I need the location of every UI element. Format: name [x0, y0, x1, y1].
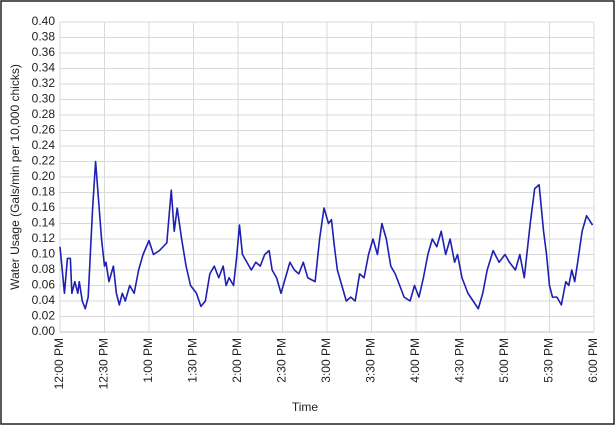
x-tick-label: 5:30 PM: [542, 338, 556, 383]
x-tick-label: 4:00 PM: [408, 338, 422, 383]
y-tick-label: 0.38: [32, 30, 56, 44]
x-tick-label: 4:30 PM: [453, 338, 467, 383]
y-tick-label: 0.16: [32, 200, 56, 214]
y-tick-label: 0.28: [32, 107, 56, 121]
x-axis-label: Time: [292, 400, 319, 414]
y-tick-label: 0.10: [32, 247, 56, 261]
y-tick-label: 0.40: [32, 14, 56, 28]
x-tick-label: 3:00 PM: [319, 338, 333, 383]
data-line: [59, 160, 594, 310]
y-tick-label: 0.22: [32, 154, 56, 168]
x-tick-label: 1:00 PM: [141, 338, 155, 383]
y-tick-label: 0.34: [32, 61, 56, 75]
x-tick-label: 2:30 PM: [275, 338, 289, 383]
y-tick-label: 0.32: [32, 76, 56, 90]
x-tick-label: 1:30 PM: [186, 338, 200, 383]
y-tick-label: 0.36: [32, 45, 56, 59]
y-tick-label: 0.12: [32, 231, 56, 245]
y-axis-label: Water Usage (Gals/min per 10,000 chicks): [8, 64, 22, 290]
x-tick-label: 12:00 PM: [52, 338, 66, 389]
y-tick-label: 0.06: [32, 278, 56, 292]
y-tick-label: 0.20: [32, 169, 56, 183]
y-tick-label: 0.08: [32, 262, 56, 276]
y-tick-label: 0.26: [32, 123, 56, 137]
x-tick-label: 2:00 PM: [230, 338, 244, 383]
y-tick-label: 0.02: [32, 309, 56, 323]
y-tick-label: 0.30: [32, 92, 56, 106]
x-tick-label: 12:30 PM: [97, 338, 111, 389]
x-tick-label: 5:00 PM: [497, 338, 511, 383]
y-tick-label: 0.04: [32, 293, 56, 307]
y-tick-label: 0.00: [32, 324, 56, 338]
y-tick-label: 0.24: [32, 138, 56, 152]
y-tick-label: 0.14: [32, 216, 56, 230]
x-tick-label: 6:00 PM: [586, 338, 600, 383]
y-tick-label: 0.18: [32, 185, 56, 199]
x-tick-label: 3:30 PM: [364, 338, 378, 383]
